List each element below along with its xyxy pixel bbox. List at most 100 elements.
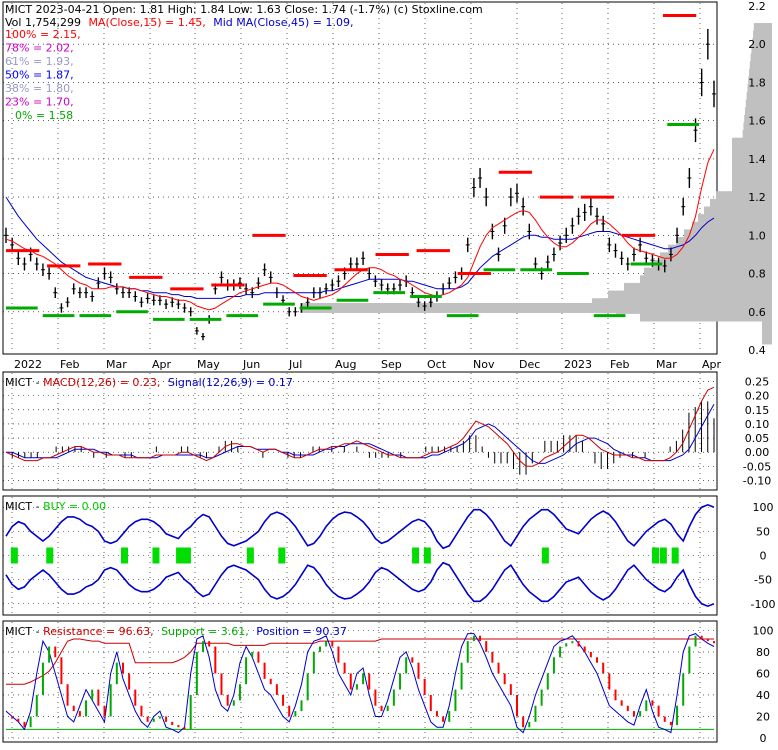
buy-y-tick-label: -100	[751, 598, 776, 611]
buy-prefix: MICT -	[5, 500, 43, 513]
macd-y-tick-label: 0.00	[745, 446, 770, 459]
volume-profile-bar	[762, 321, 772, 330]
price-x-tick-label: Jul	[288, 358, 302, 371]
volume-profile-bar	[750, 53, 772, 62]
volume-profile-bar	[762, 336, 772, 345]
price-x-tick-label: Apr	[152, 358, 172, 371]
volume-profile-bar	[743, 122, 772, 131]
price-x-tick-label: Oct	[427, 358, 447, 371]
volume-profile-bar	[692, 221, 772, 230]
buy-marker	[180, 547, 187, 564]
price-y-tick-label: 2.2	[748, 0, 766, 13]
price-header-line2: Vol 1,754,299 MA(Close,15) = 1.45, Mid M…	[5, 16, 354, 29]
price-x-tick-label: Jun	[242, 358, 260, 371]
price-y-tick-label: 1.6	[748, 115, 766, 128]
volume-profile-bar	[676, 237, 772, 246]
buy-marker	[412, 547, 420, 564]
price-x-tick-label: Feb	[610, 358, 629, 371]
price-x-tick-label: 2023	[564, 358, 592, 371]
buy-marker	[659, 547, 667, 564]
volume-profile-bar	[752, 38, 772, 47]
stochastic-series-layer	[5, 633, 715, 734]
volume-profile-bar	[732, 168, 772, 177]
price-y-tick-label: 1.2	[748, 191, 766, 204]
macd-y-tick-label: -0.05	[743, 460, 771, 473]
support-resistance-layer	[6, 14, 699, 321]
stochastic-y-tick-label: 60	[756, 667, 770, 680]
buy-marker	[246, 547, 254, 564]
buy-marker	[121, 547, 128, 564]
volume-profile-bar	[762, 328, 772, 337]
fibonacci-label: 38% = 1.80,	[5, 82, 74, 95]
stochastic-fast-line	[5, 633, 715, 734]
volume-profile-bar	[742, 130, 772, 139]
macd-y-tick-label: 0.15	[745, 404, 770, 417]
stochastic-y-tick-label: 0	[760, 732, 767, 745]
price-y-tick-label: 1.0	[748, 229, 766, 242]
fibonacci-label: 23% = 1.70,	[5, 96, 74, 109]
volume-profile-bar	[704, 206, 772, 215]
volume-profile-bar	[660, 252, 772, 261]
fibonacci-label: 0% = 1.58	[15, 109, 73, 122]
price-x-tick-label: Apr	[702, 358, 722, 371]
macd-line	[5, 386, 715, 467]
ma45-label: Mid MA(Close,45) = 1.09,	[213, 16, 353, 29]
macd-y-tick-label: -0.10	[743, 474, 771, 487]
volume-profile-bar	[753, 30, 772, 39]
price-panel-frame	[2, 1, 718, 355]
volume-profile-bar	[644, 267, 772, 276]
volume-profile-bar	[732, 175, 772, 184]
macd-y-tick-label: 0.25	[745, 376, 770, 389]
volume-profile-bar	[748, 76, 772, 85]
fibonacci-labels: 100% = 2.15,78% = 2.02,61% = 1.93,50% = …	[5, 28, 81, 122]
volume-profile-bar	[608, 290, 772, 299]
position-label: Position = 90.37	[256, 625, 347, 638]
fibonacci-label: 61% = 1.93,	[5, 55, 74, 68]
buy-marker	[176, 547, 184, 564]
buy-y-tick-label: 50	[756, 525, 770, 538]
volume-profile-bar	[732, 183, 772, 192]
buy-marker	[10, 547, 18, 564]
fibonacci-label: 50% = 1.87,	[5, 69, 74, 82]
buy-header: MICT - BUY = 0.00	[5, 500, 106, 513]
price-x-tick-label: Aug	[335, 358, 356, 371]
buy-marker	[278, 547, 286, 564]
buy-series-layer	[5, 503, 715, 608]
stochastic-y-tick-label: 80	[756, 646, 770, 659]
price-x-tick-label: Nov	[473, 358, 495, 371]
signal-label: Signal(12,26,9) = 0.17	[168, 376, 293, 389]
volume-profile-bar	[749, 61, 772, 70]
price-x-tick-label: Feb	[60, 358, 79, 371]
volume-profile-bar	[684, 229, 772, 238]
volume-profile-bar	[698, 214, 772, 223]
buy-label: BUY = 0.00	[43, 500, 106, 513]
volume-profile-bar	[747, 84, 772, 93]
buy-lower-band	[5, 561, 715, 608]
stochastic-y-tick-label: 100	[753, 624, 774, 637]
volume-profile-bar	[749, 68, 772, 77]
volume-profile-bar	[640, 313, 772, 322]
buy-marker	[652, 547, 659, 564]
stoch-prefix: MICT -	[5, 625, 43, 638]
volume-profile-bar	[732, 145, 772, 154]
stochastic-y-tick-label: 40	[756, 689, 770, 702]
macd-prefix: MICT -	[5, 376, 43, 389]
price-y-tick-label: 0.4	[748, 344, 766, 357]
volume-profile-bar	[745, 107, 772, 116]
stochastic-panel-frame	[2, 620, 718, 743]
buy-upper-band	[5, 503, 715, 550]
price-x-tick-label: 2022	[14, 358, 42, 371]
price-y-tick-label: 1.4	[748, 153, 766, 166]
fibonacci-label: 78% = 2.02,	[5, 42, 74, 55]
volume-label: Vol 1,754,299	[5, 16, 81, 29]
support-label: Support = 3.61,	[161, 625, 249, 638]
volume-profile-bar	[746, 91, 772, 100]
buy-marker	[541, 547, 549, 564]
volume-profile-bar	[751, 45, 772, 54]
price-header: MICT 2023-04-21 Open: 1.81 High: 1.84 Lo…	[5, 3, 483, 16]
price-x-tick-label: Mar	[656, 358, 677, 371]
macd-label: MACD(12,26) = 0.23,	[43, 376, 160, 389]
volume-profile-bar	[753, 23, 772, 32]
